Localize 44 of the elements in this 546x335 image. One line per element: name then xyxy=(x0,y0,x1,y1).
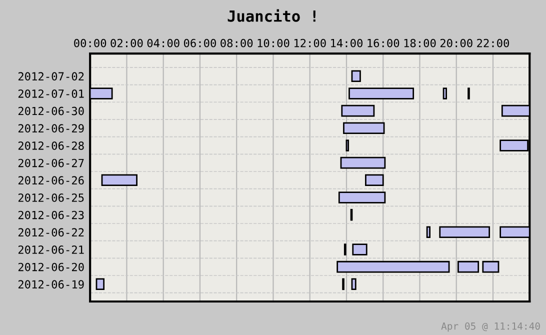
x-tick-label: 22:00 xyxy=(477,38,509,48)
y-tick-label: 2012-06-22 xyxy=(18,228,84,237)
x-tick-label: 02:00 xyxy=(110,38,143,48)
y-tick-label: 2012-06-27 xyxy=(18,158,84,168)
bar xyxy=(351,70,361,82)
y-tick-label: 2012-07-02 xyxy=(18,72,84,81)
bar xyxy=(482,260,500,273)
y-tick-label: 2012-06-25 xyxy=(18,193,84,202)
bar xyxy=(426,226,431,238)
y-tick-label: 2012-06-26 xyxy=(18,176,84,185)
x-tick-label: 06:00 xyxy=(184,38,216,48)
x-tick-label: 16:00 xyxy=(368,38,400,48)
bar xyxy=(338,192,386,204)
x-tick-label: 20:00 xyxy=(440,38,472,48)
bar xyxy=(96,278,105,290)
bar xyxy=(101,174,138,186)
y-tick-label: 2012-06-19 xyxy=(18,280,84,289)
x-tick-label: 10:00 xyxy=(258,38,290,48)
x-tick-label: 18:00 xyxy=(404,38,436,48)
x-tick-label: 08:00 xyxy=(220,38,253,48)
bar xyxy=(439,226,490,238)
y-tick-label: 2012-06-20 xyxy=(18,262,84,272)
bar xyxy=(341,104,375,117)
y-tick-label: 2012-06-29 xyxy=(18,124,84,133)
x-tick-label: 12:00 xyxy=(294,38,326,48)
text: Apr 05 @ 11:14:40 xyxy=(441,322,540,332)
bar xyxy=(458,260,480,273)
y-tick-label: 2012-06-30 xyxy=(18,106,84,116)
x-tick-label: 04:00 xyxy=(147,38,180,48)
chart-title: Juancito ! xyxy=(228,9,316,22)
bar xyxy=(351,278,356,290)
y-tick-label: 2012-06-28 xyxy=(18,141,84,150)
bar xyxy=(348,88,414,100)
bar xyxy=(365,174,384,186)
bar xyxy=(442,88,447,100)
y-tick-label: 2012-06-21 xyxy=(18,245,84,254)
x-tick-label: 14:00 xyxy=(331,38,362,48)
bar xyxy=(340,156,386,169)
bar xyxy=(336,260,450,273)
bar xyxy=(352,244,368,256)
y-tick-label: 2012-07-01 xyxy=(18,89,84,98)
y-tick-label: 2012-06-23 xyxy=(18,210,84,220)
x-tick-label: 00:00 xyxy=(74,38,106,48)
bar xyxy=(343,122,385,134)
